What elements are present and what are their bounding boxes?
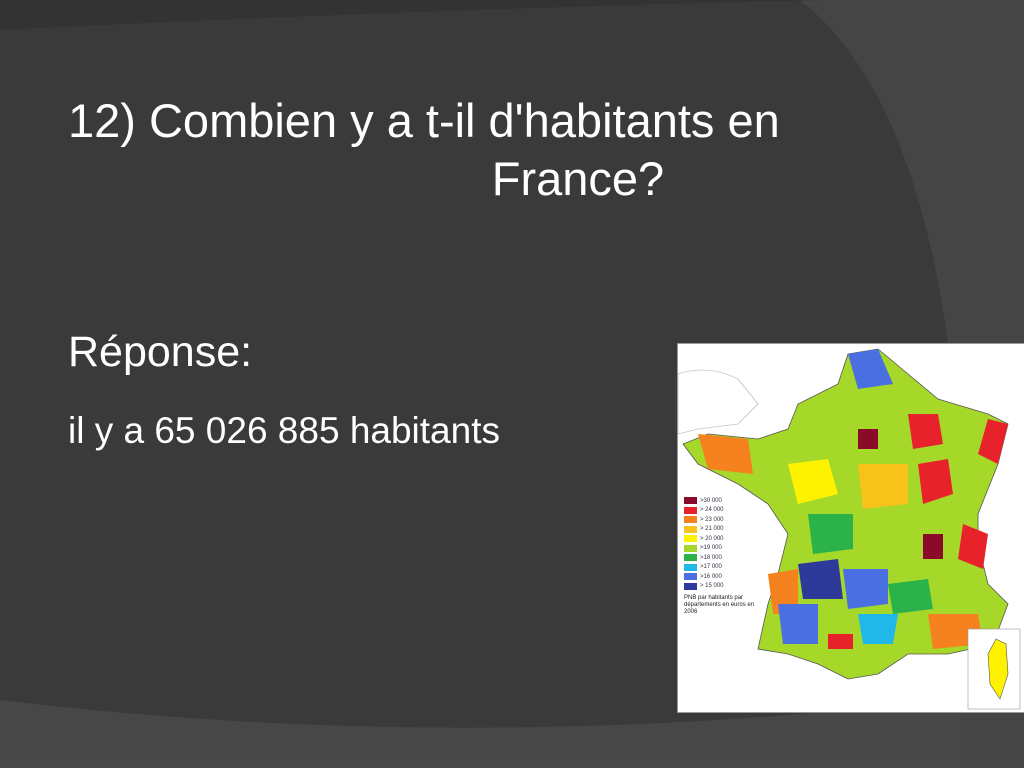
map-legend: >30 000 > 24 000 > 23 000 > 21 000 > 20 000 >… (684, 496, 764, 616)
legend-item: >30 000 (684, 496, 764, 506)
legend-item: >19 000 (684, 544, 764, 554)
france-gdp-map: >30 000 > 24 000 > 23 000 > 21 000 > 20 000 >… (677, 343, 1024, 713)
legend-label: > 24 000 (700, 507, 724, 514)
legend-label: >17 000 (700, 564, 722, 571)
legend-caption: PNB par habitants par départements en eu… (684, 595, 755, 615)
slide-title: 12) Combien y a t-il d'habitants en Fran… (68, 92, 948, 208)
legend-swatch (684, 544, 697, 552)
legend-item: > 15 000 (684, 582, 764, 592)
legend-swatch (684, 554, 697, 562)
legend-label: >18 000 (700, 554, 722, 561)
legend-item: >17 000 (684, 563, 764, 573)
legend-item: >16 000 (684, 572, 764, 582)
legend-label: >19 000 (700, 545, 722, 552)
legend-swatch (684, 573, 697, 581)
legend-item: > 20 000 (684, 534, 764, 544)
legend-swatch (684, 582, 697, 590)
legend-item: > 23 000 (684, 515, 764, 525)
legend-label: > 23 000 (700, 516, 724, 523)
legend-swatch (684, 563, 697, 571)
legend-label: > 21 000 (700, 526, 724, 533)
legend-item: > 24 000 (684, 506, 764, 516)
france-map-image (677, 348, 1021, 710)
title-line-2: France? (491, 152, 665, 205)
legend-swatch (684, 506, 697, 514)
legend-label: >16 000 (700, 573, 722, 580)
legend-swatch (684, 497, 697, 505)
legend-label: > 20 000 (700, 535, 724, 542)
response-label: Réponse: (68, 328, 253, 376)
legend-label: > 15 000 (700, 583, 724, 590)
legend-swatch (684, 525, 697, 533)
answer-text: il y a 65 026 885 habitants (68, 410, 500, 451)
legend-label: >30 000 (700, 497, 722, 504)
legend-swatch (684, 535, 697, 543)
legend-swatch (684, 516, 697, 524)
legend-item: >18 000 (684, 553, 764, 563)
title-line-1: 12) Combien y a t-il d'habitants en (68, 94, 780, 147)
legend-item: > 21 000 (684, 525, 764, 535)
